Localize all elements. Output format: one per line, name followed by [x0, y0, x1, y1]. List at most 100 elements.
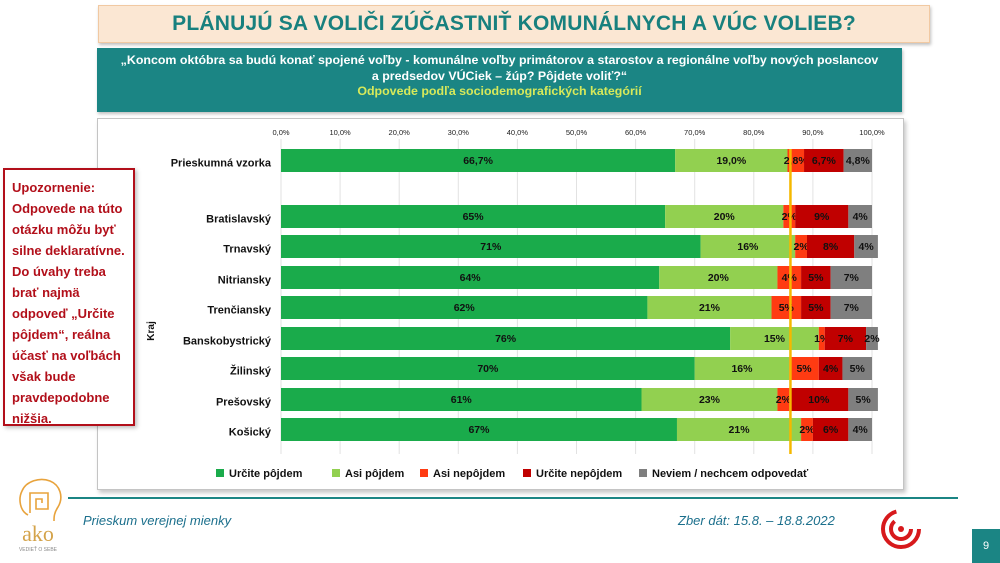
legend-swatch	[523, 469, 531, 477]
bar-segment	[771, 296, 802, 319]
slide-title: PLÁNUJÚ SA VOLIČI ZÚČASTNIŤ KOMUNÁLNYCH …	[172, 12, 856, 35]
slide-title-box: PLÁNUJÚ SA VOLIČI ZÚČASTNIŤ KOMUNÁLNYCH …	[98, 5, 930, 43]
x-tick-label: 0,0%	[272, 128, 289, 137]
data-label: 15%	[764, 333, 786, 345]
data-label: 71%	[480, 241, 502, 253]
footer-data-collection: Zber dát: 15.8. – 18.8.2022	[678, 513, 835, 528]
legend-swatch	[420, 469, 428, 477]
data-label: 2%	[799, 424, 815, 436]
data-label: 5%	[779, 302, 795, 314]
bar-segment	[801, 296, 831, 319]
data-label: 7%	[838, 333, 854, 345]
data-label: 20%	[708, 272, 730, 284]
bar-segment	[795, 235, 807, 258]
legend-label: Určite nepôjdem	[536, 468, 622, 480]
legend-swatch	[216, 469, 224, 477]
warning-text: Upozornenie: Odpovede na túto otázku môž…	[12, 180, 125, 426]
x-tick-label: 30,0%	[448, 128, 470, 137]
footer-divider	[68, 497, 958, 499]
data-label: 9%	[814, 211, 830, 223]
bar-segment	[281, 357, 695, 380]
ako-logo: ako VEDIEŤ O SEBE	[19, 478, 62, 553]
data-label: 23%	[699, 394, 721, 406]
question-box: „Koncom októbra sa budú konať spojené vo…	[97, 48, 902, 112]
data-label: 4%	[858, 241, 874, 253]
bar-segment	[281, 266, 660, 289]
data-label: 4%	[823, 363, 839, 375]
page-number: 9	[972, 529, 1000, 563]
data-label: 2%	[793, 241, 809, 253]
footer-survey-label: Prieskum verejnej mienky	[83, 513, 232, 528]
logo-head-outline	[19, 478, 62, 522]
data-label: 5%	[808, 272, 824, 284]
bar-segment	[281, 149, 676, 172]
category-label: Košický	[229, 427, 272, 439]
x-tick-label: 90,0%	[802, 128, 824, 137]
bar-segment	[801, 266, 831, 289]
bar-segment	[801, 418, 813, 441]
x-tick-label: 10,0%	[329, 128, 351, 137]
bar-segment	[830, 266, 872, 289]
x-tick-label: 40,0%	[507, 128, 529, 137]
x-tick-label: 100,0%	[859, 128, 885, 137]
bar-segment	[842, 357, 872, 380]
data-label: 4%	[853, 211, 869, 223]
bar-segment	[848, 418, 872, 441]
bar-segment	[641, 388, 778, 411]
category-label: Trnavský	[223, 244, 272, 256]
bar-segment	[854, 235, 878, 258]
data-label: 21%	[699, 302, 721, 314]
legend-swatch	[639, 469, 647, 477]
x-tick-label: 20,0%	[389, 128, 411, 137]
bar-segment	[848, 205, 872, 228]
bar-segment	[806, 235, 855, 258]
bar-segment	[848, 388, 878, 411]
data-label: 62%	[454, 302, 476, 314]
data-label: 8%	[823, 241, 839, 253]
bar-segment	[824, 327, 867, 350]
category-label: Prieskumná vzorka	[171, 158, 272, 170]
data-label: 10%	[808, 394, 830, 406]
data-label: 76%	[495, 333, 517, 345]
chart-panel: 0,0% 10,0% 20,0% 30,0% 40,0% 50,0% 60,0% 70,0% 8…	[97, 118, 904, 490]
category-label: Nitriansky	[218, 275, 272, 287]
x-tick-label: 80,0%	[743, 128, 765, 137]
data-label: 4,8%	[846, 155, 871, 167]
bar-segment	[795, 205, 849, 228]
bar-segment	[830, 296, 872, 319]
data-label: 67%	[468, 424, 490, 436]
data-label: 66,7%	[463, 155, 493, 167]
data-label: 5%	[856, 394, 872, 406]
bar-segment	[866, 327, 878, 350]
data-label: 16%	[737, 241, 759, 253]
data-label: 70%	[477, 363, 499, 375]
x-tick-label: 70,0%	[684, 128, 706, 137]
bar-segment	[675, 149, 788, 172]
data-label: 7%	[844, 272, 860, 284]
bar-segment	[281, 205, 666, 228]
data-label: 19,0%	[716, 155, 746, 167]
bar-segment	[665, 205, 784, 228]
category-label: Prešovský	[216, 397, 272, 409]
category-label: Trenčiansky	[207, 305, 271, 317]
data-label: 5%	[808, 302, 824, 314]
bar-segment	[843, 149, 872, 172]
legend-label: Neviem / nechcem odpovedať	[652, 468, 809, 480]
category-label: Banskobystrický	[183, 336, 272, 348]
bar-segment	[647, 296, 772, 319]
bar-segment	[694, 357, 790, 380]
data-label: 16%	[731, 363, 753, 375]
bar-segment	[281, 327, 731, 350]
bar-segment	[700, 235, 796, 258]
data-label: 6,7%	[812, 155, 837, 167]
legend-label: Určite pôjdem	[229, 468, 303, 480]
bar-segment	[818, 357, 843, 380]
bar-segment	[730, 327, 819, 350]
data-label: 21%	[729, 424, 751, 436]
warning-box: Upozornenie: Odpovede na túto otázku môž…	[3, 168, 135, 426]
logo-maze	[29, 492, 49, 513]
data-label: 61%	[451, 394, 473, 406]
data-label: 20%	[714, 211, 736, 223]
bar-segment	[281, 296, 648, 319]
bar-segment	[812, 418, 849, 441]
